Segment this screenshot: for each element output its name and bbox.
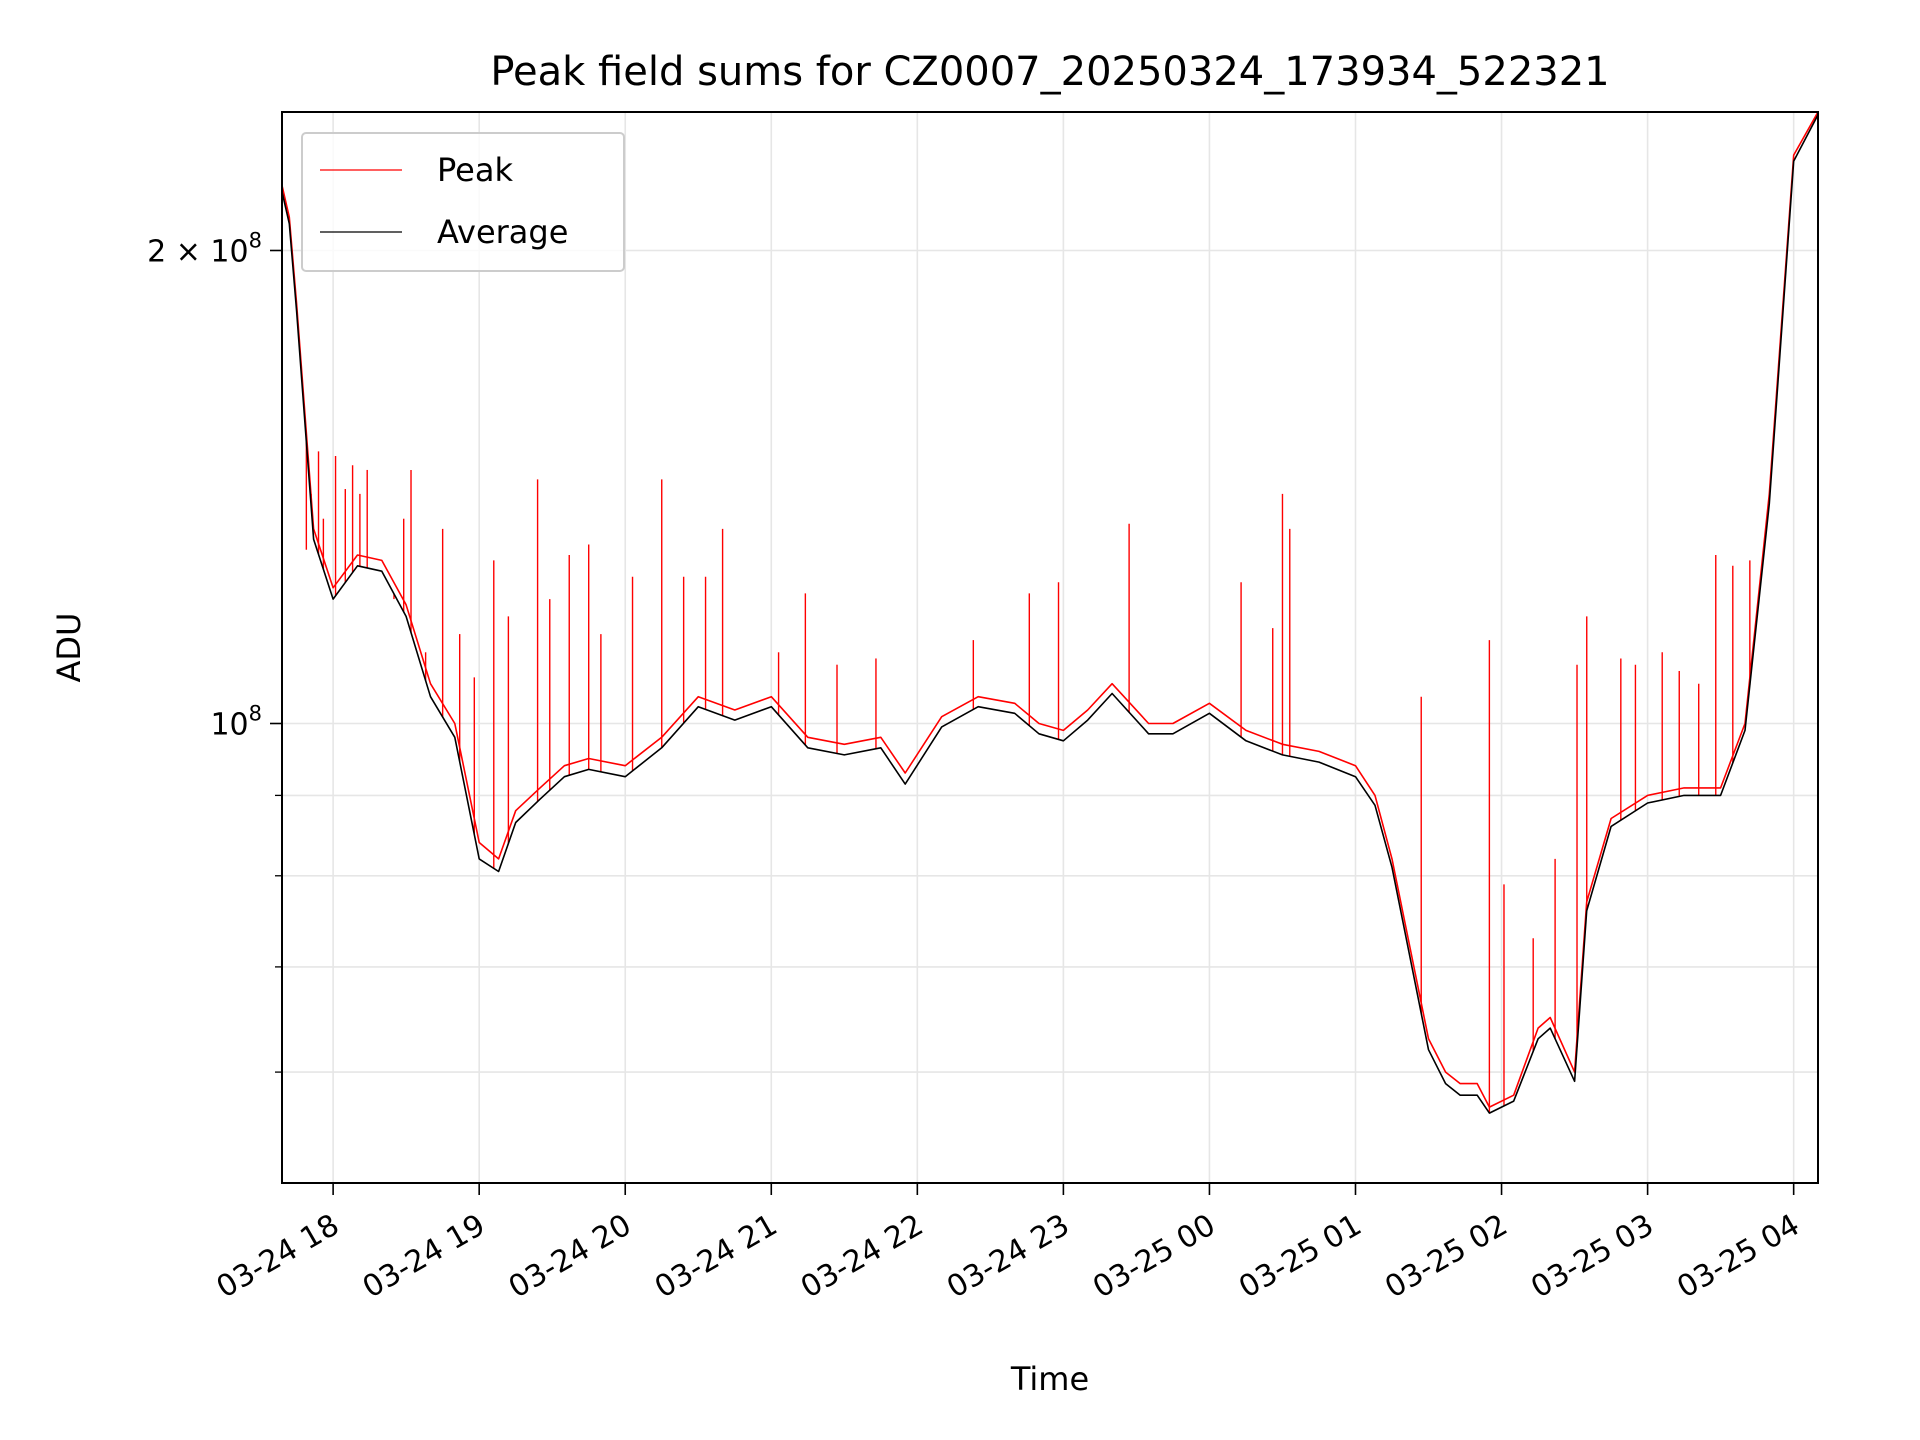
x-tick-label: 03-25 04 — [1671, 1208, 1805, 1306]
series-line-peak — [282, 112, 1818, 1108]
legend-average-label: Average — [437, 213, 568, 251]
plot-series — [282, 112, 1818, 1114]
x-tick-label: 03-24 22 — [795, 1208, 929, 1306]
plot-frame — [281, 111, 1819, 1184]
x-tick-label: 03-24 18 — [211, 1208, 345, 1306]
chart-title: Peak field sums for CZ0007_20250324_1739… — [490, 49, 1609, 95]
x-tick-label: 03-25 01 — [1233, 1208, 1367, 1306]
x-tick-label: 03-25 00 — [1087, 1208, 1221, 1306]
legend: Peak Average — [301, 132, 625, 272]
x-tick-label: 03-25 03 — [1525, 1208, 1659, 1306]
x-axis-title: Time — [1010, 1360, 1089, 1398]
legend-box — [301, 132, 625, 272]
y-axis-title: ADU — [50, 613, 88, 683]
x-tick-label: 03-24 19 — [357, 1208, 491, 1306]
x-tick-label: 03-25 02 — [1379, 1208, 1513, 1306]
grid — [282, 112, 1818, 1183]
y-tick-label: 108 — [210, 702, 262, 743]
x-tick-label: 03-24 23 — [941, 1208, 1075, 1306]
y-tick-label: 2 × 108 — [147, 228, 262, 269]
legend-peak-label: Peak — [437, 151, 513, 189]
x-tick-label: 03-24 21 — [649, 1208, 783, 1306]
axis-ticks: 03-24 18 03-24 19 03-24 20 03-24 21 03-24 22… — [147, 228, 1806, 1305]
x-tick-label: 03-24 20 — [503, 1208, 637, 1306]
series-line-average — [282, 114, 1818, 1114]
